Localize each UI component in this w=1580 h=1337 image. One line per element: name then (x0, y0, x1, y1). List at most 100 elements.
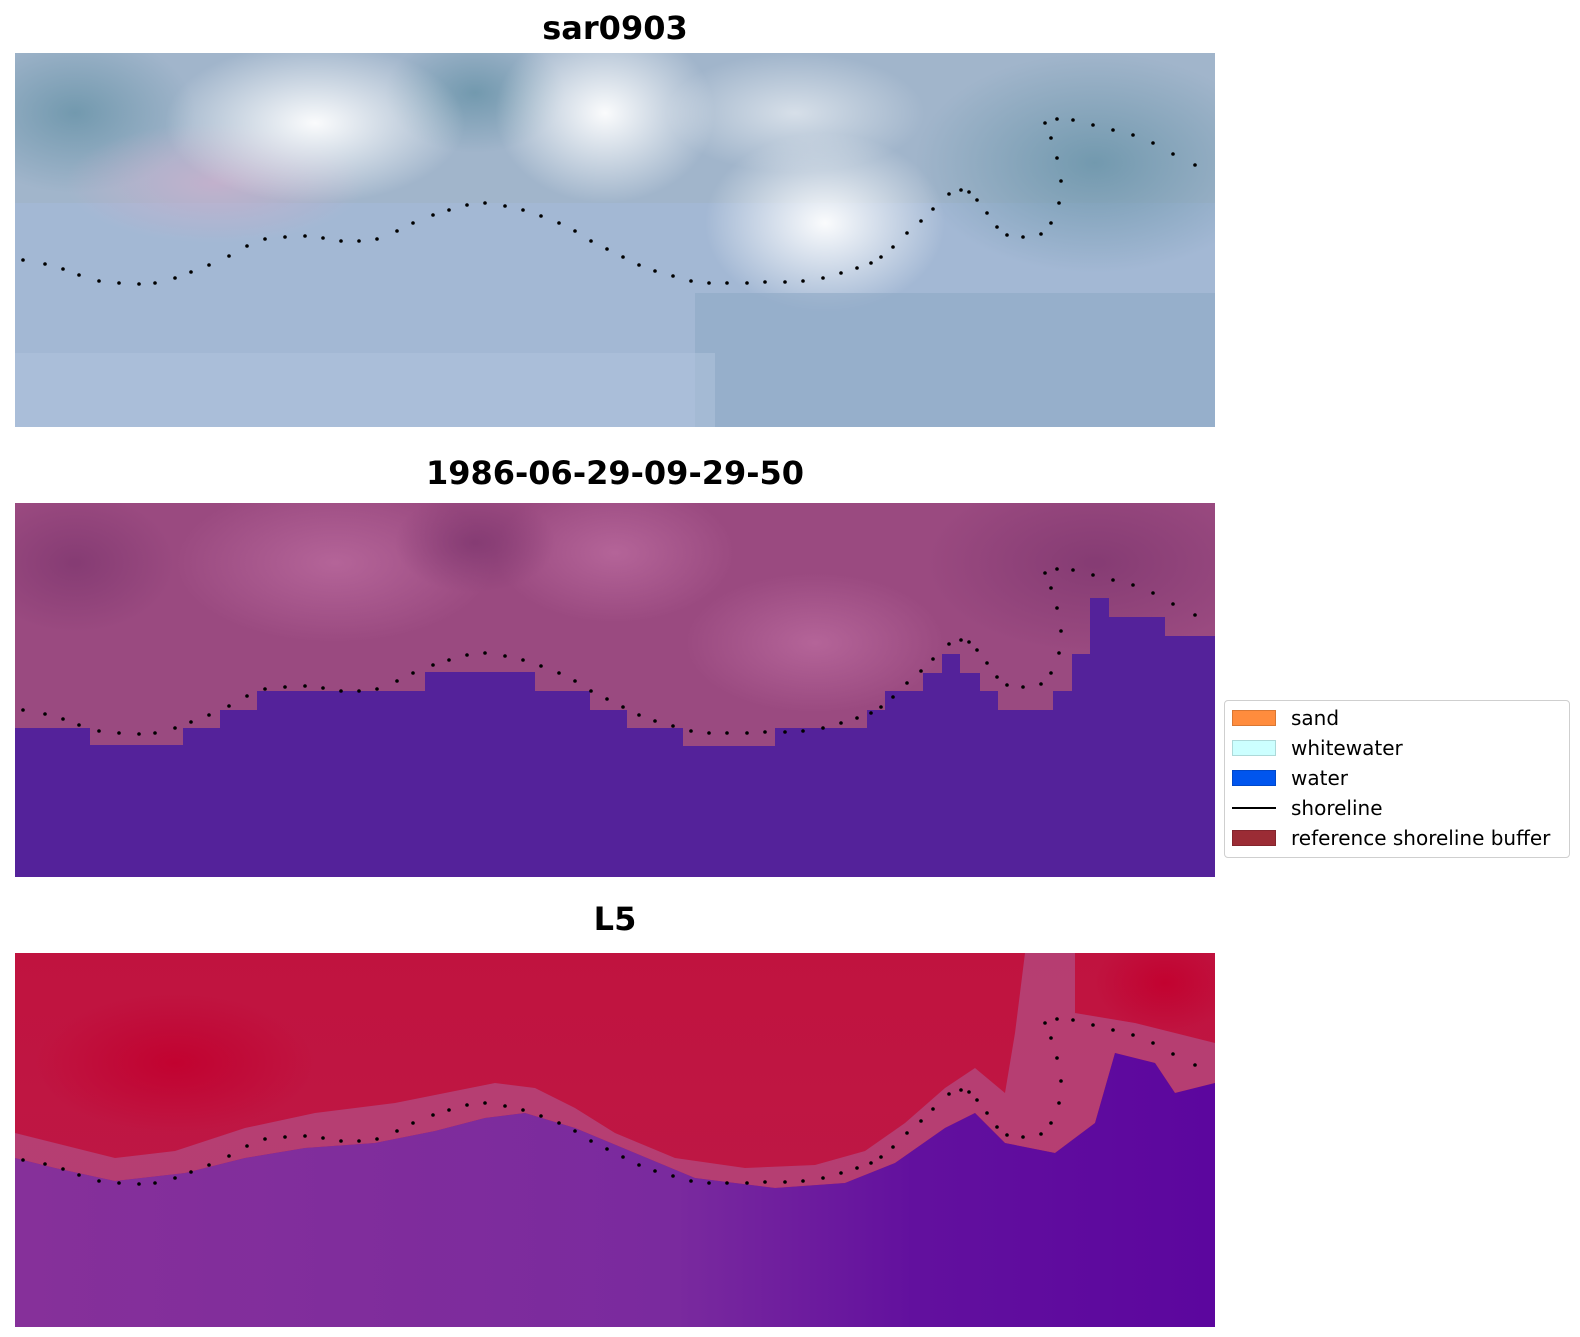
shoreline-point (891, 245, 895, 249)
shoreline-point (605, 697, 609, 701)
shoreline-point (1049, 1036, 1053, 1040)
shoreline-point (995, 1125, 999, 1129)
shoreline-point (839, 1171, 843, 1175)
sand-swatch (1232, 710, 1276, 726)
shoreline-point (339, 239, 343, 243)
shoreline-point (77, 1173, 81, 1177)
shoreline-point (931, 1107, 935, 1111)
legend-label: whitewater (1291, 736, 1403, 760)
shoreline-point (521, 1108, 525, 1112)
shoreline-point (283, 235, 287, 239)
shoreline-point (303, 684, 307, 688)
shoreline-point (783, 280, 787, 284)
shoreline-point (189, 270, 193, 274)
shoreline-point (1151, 141, 1155, 145)
shoreline-point (1111, 1028, 1115, 1032)
shoreline-point (1131, 1033, 1135, 1037)
shoreline-point (653, 269, 657, 273)
legend-label: water (1291, 766, 1348, 790)
shoreline-point (137, 1182, 141, 1186)
shoreline-point (689, 729, 693, 733)
legend-item-shoreline: shoreline (1231, 796, 1567, 820)
shoreline-point (1005, 233, 1009, 237)
shoreline-point (975, 1098, 979, 1102)
shoreline-point (503, 1104, 507, 1108)
shoreline-point (967, 1090, 971, 1094)
shoreline-point (303, 1134, 307, 1138)
shoreline-point (283, 1135, 287, 1139)
shoreline-point (245, 694, 249, 698)
shoreline-point (411, 1121, 415, 1125)
shoreline-point (839, 271, 843, 275)
shoreline-point (153, 281, 157, 285)
shoreline-point (573, 1129, 577, 1133)
shoreline-point (637, 1163, 641, 1167)
shoreline-point (375, 237, 379, 241)
shoreline-point (483, 201, 487, 205)
water-index-region (15, 1053, 1215, 1327)
shoreline-point (117, 731, 121, 735)
shoreline-point (839, 721, 843, 725)
shoreline-point (207, 1163, 211, 1167)
rgb-image-panel (15, 53, 1215, 427)
shoreline-point (1071, 118, 1075, 122)
shoreline-point (801, 279, 805, 283)
shoreline-point (1049, 221, 1053, 225)
shoreline-point (431, 213, 435, 217)
shoreline-point (763, 730, 767, 734)
shoreline-point (263, 237, 267, 241)
shoreline-point (995, 225, 999, 229)
shoreline-point (77, 273, 81, 277)
shoreline-point (97, 729, 101, 733)
shoreline-point (61, 267, 65, 271)
shoreline-point (1049, 136, 1053, 140)
shoreline-point (821, 276, 825, 280)
shoreline (21, 117, 1197, 286)
shoreline-point (931, 657, 935, 661)
shoreline-point (117, 281, 121, 285)
shoreline-point (263, 1137, 267, 1141)
shoreline-point (1005, 683, 1009, 687)
shoreline-point (173, 1176, 177, 1180)
shoreline-point (1043, 571, 1047, 575)
shoreline-point (1111, 128, 1115, 132)
shoreline-point (1055, 117, 1059, 121)
shoreline-point (1171, 602, 1175, 606)
shoreline-point (763, 280, 767, 284)
shoreline-point (879, 1155, 883, 1159)
shoreline-point (821, 726, 825, 730)
shoreline-point (1021, 235, 1025, 239)
legend-item-whitewater: whitewater (1231, 736, 1567, 760)
shoreline-point (589, 689, 593, 693)
shoreline-point (959, 188, 963, 192)
shoreline (21, 1017, 1197, 1186)
shoreline-point (1151, 591, 1155, 595)
legend-label: reference shoreline buffer (1291, 826, 1551, 850)
shoreline-point (763, 1180, 767, 1184)
shoreline-point (1071, 1018, 1075, 1022)
shoreline-point (1039, 232, 1043, 236)
shoreline-point (573, 229, 577, 233)
shoreline-point (1111, 578, 1115, 582)
shoreline-point (173, 726, 177, 730)
shoreline-point (1193, 1063, 1197, 1067)
shoreline-point (503, 654, 507, 658)
legend-label: sand (1291, 706, 1340, 730)
shoreline-point (689, 1179, 693, 1183)
water-swatch (1232, 770, 1276, 786)
shoreline-point (1193, 613, 1197, 617)
shoreline-point (245, 1144, 249, 1148)
shoreline-point (1049, 586, 1053, 590)
shoreline-point (637, 263, 641, 267)
shoreline-point (995, 675, 999, 679)
shoreline-point (207, 263, 211, 267)
shoreline-point (855, 266, 859, 270)
shoreline-point (1057, 651, 1061, 655)
shoreline-point (745, 281, 749, 285)
shoreline-point (1021, 1135, 1025, 1139)
shoreline-point (395, 229, 399, 233)
shoreline-point (207, 713, 211, 717)
shoreline-point (227, 704, 231, 708)
shoreline-point (97, 279, 101, 283)
index-panel (15, 953, 1215, 1327)
